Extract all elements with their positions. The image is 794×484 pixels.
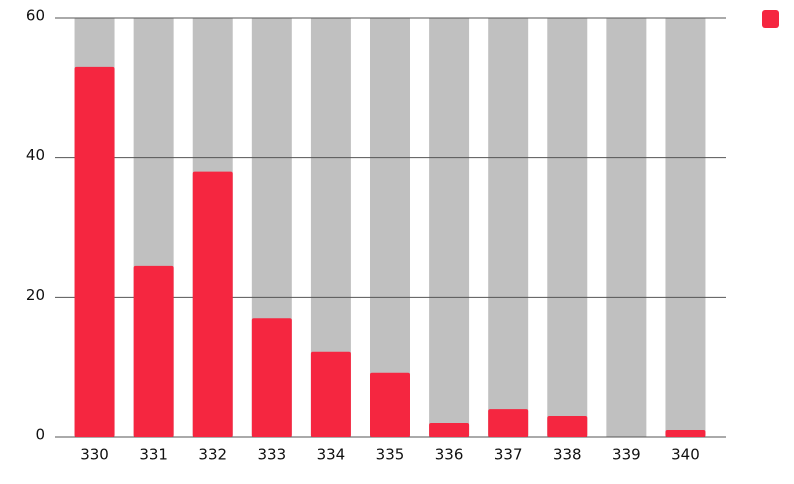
x-tick-label: 334 <box>317 446 346 464</box>
x-tick-label: 333 <box>257 446 286 464</box>
bar <box>429 423 470 437</box>
x-tick-label: 336 <box>435 446 464 464</box>
y-tick-label: 0 <box>35 426 45 444</box>
bar-track <box>665 18 706 437</box>
x-tick-label: 332 <box>198 446 227 464</box>
bar <box>251 318 292 437</box>
bar <box>488 409 529 437</box>
x-tick-label: 335 <box>376 446 405 464</box>
x-tick-label: 339 <box>612 446 641 464</box>
x-tick-label: 338 <box>553 446 582 464</box>
x-tick-label: 337 <box>494 446 523 464</box>
bar-track <box>547 18 588 437</box>
bar <box>74 66 115 437</box>
x-tick-label: 340 <box>671 446 700 464</box>
bar <box>547 416 588 437</box>
y-tick-label: 40 <box>26 146 45 164</box>
legend-swatch <box>762 10 779 28</box>
bar-track <box>370 18 410 437</box>
y-tick-label: 60 <box>26 7 45 25</box>
bar <box>192 171 233 437</box>
bar <box>133 265 174 437</box>
bar-track <box>429 18 470 437</box>
x-tick-label: 331 <box>139 446 168 464</box>
bar-track <box>606 18 647 437</box>
bar <box>310 351 351 437</box>
bar-track <box>488 18 529 437</box>
bar <box>370 372 410 437</box>
x-tick-label: 330 <box>80 446 109 464</box>
y-tick-label: 20 <box>26 286 45 304</box>
bar <box>665 430 706 437</box>
